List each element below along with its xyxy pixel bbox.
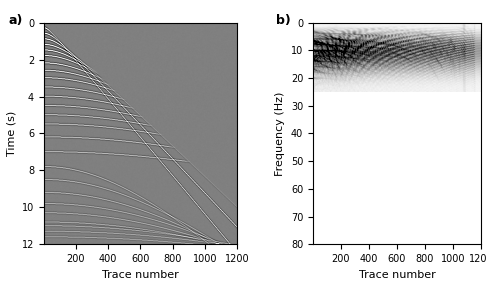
Text: b): b) bbox=[276, 14, 291, 27]
X-axis label: Trace number: Trace number bbox=[359, 270, 435, 279]
Y-axis label: Frequency (Hz): Frequency (Hz) bbox=[276, 91, 285, 176]
Y-axis label: Time (s): Time (s) bbox=[6, 111, 16, 156]
Text: a): a) bbox=[9, 14, 23, 27]
X-axis label: Trace number: Trace number bbox=[102, 270, 179, 279]
